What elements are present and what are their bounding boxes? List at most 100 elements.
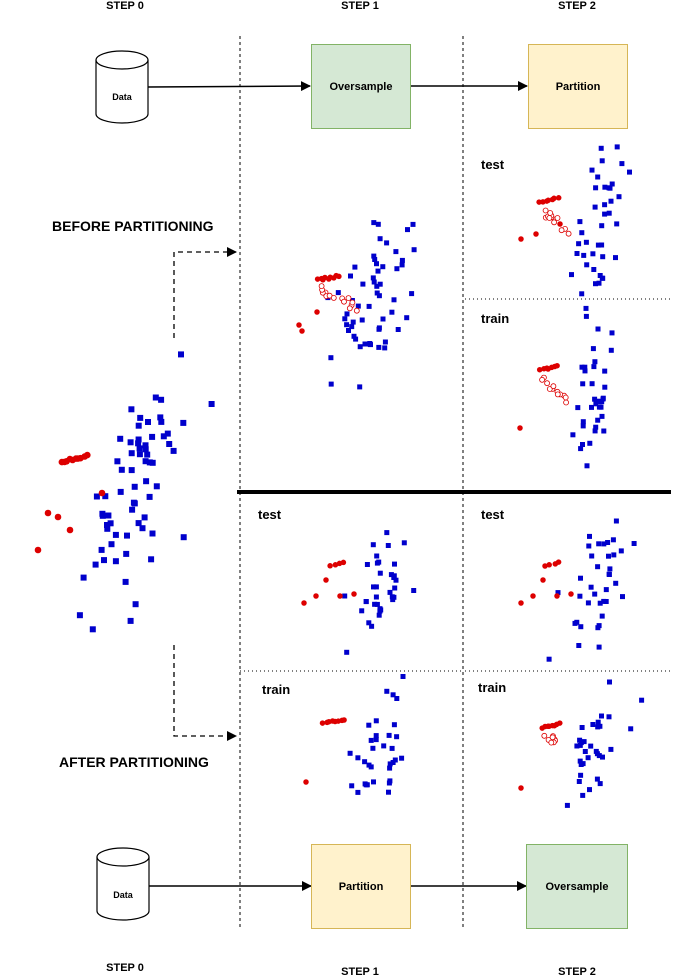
majority-point <box>628 726 634 732</box>
majority-point <box>601 428 607 434</box>
majority-point <box>577 742 583 748</box>
majority-point <box>393 249 399 255</box>
majority-point <box>342 593 348 599</box>
majority-point <box>592 591 598 597</box>
minority-point <box>557 221 563 227</box>
majority-point <box>609 181 615 187</box>
minority-point <box>327 563 333 569</box>
majority-point <box>389 745 395 751</box>
minority-point <box>551 195 557 202</box>
minority-point <box>323 577 329 583</box>
majority-point <box>599 223 605 229</box>
majority-point <box>92 561 99 568</box>
majority-point <box>391 297 397 303</box>
majority-point <box>392 585 398 591</box>
majority-point <box>580 419 586 425</box>
majority-point <box>146 459 153 466</box>
majority-point <box>596 280 602 286</box>
step-label-1-bottom: STEP 1 <box>341 966 379 978</box>
majority-point <box>627 169 632 175</box>
majority-point <box>585 600 591 606</box>
majority-point <box>80 574 87 581</box>
majority-point <box>597 723 603 729</box>
majority-point <box>594 776 600 782</box>
majority-point <box>112 531 119 538</box>
majority-point <box>363 782 369 788</box>
majority-point <box>112 558 119 565</box>
majority-point <box>404 315 410 321</box>
majority-point <box>595 242 601 248</box>
majority-point <box>385 543 391 548</box>
majority-point <box>384 240 390 246</box>
majority-point <box>362 759 368 765</box>
majority-point <box>344 311 350 317</box>
majority-point <box>579 725 585 730</box>
majority-point <box>136 445 143 452</box>
majority-point <box>576 779 582 784</box>
majority-point <box>399 262 405 268</box>
majority-point <box>328 355 334 361</box>
synthetic-minority-point <box>346 305 353 312</box>
majority-point <box>141 514 148 521</box>
majority-point <box>373 733 379 739</box>
majority-point <box>590 346 596 352</box>
majority-point <box>144 451 151 458</box>
majority-point <box>368 342 373 348</box>
majority-point <box>371 779 376 785</box>
majority-point <box>164 430 171 437</box>
majority-point <box>129 506 136 513</box>
majority-point <box>128 450 135 457</box>
scatter-original-data <box>34 351 215 633</box>
majority-point <box>582 368 588 374</box>
minority-point <box>34 546 42 554</box>
majority-point <box>583 239 589 245</box>
majority-point <box>399 755 405 761</box>
majority-point <box>606 714 612 720</box>
scatter-after-step2-train <box>518 644 645 808</box>
majority-point <box>603 587 609 593</box>
majority-point <box>89 626 96 633</box>
majority-point <box>555 590 561 596</box>
majority-point <box>411 247 417 253</box>
majority-point <box>595 564 601 570</box>
scatter-before-step1-oversampled <box>296 220 417 390</box>
majority-point <box>371 253 377 259</box>
majority-point <box>608 347 614 353</box>
majority-point <box>410 221 416 227</box>
majority-point <box>639 697 645 703</box>
minority-point <box>540 577 546 583</box>
majority-point <box>149 433 156 440</box>
majority-point <box>102 493 109 500</box>
majority-point <box>600 254 606 260</box>
majority-point <box>600 754 605 760</box>
majority-point <box>389 594 395 600</box>
majority-point <box>370 275 376 281</box>
majority-point <box>599 613 605 619</box>
majority-point <box>355 755 361 761</box>
majority-point <box>349 324 355 330</box>
majority-point <box>580 792 586 798</box>
majority-point <box>597 781 603 787</box>
majority-point <box>616 194 622 200</box>
majority-point <box>180 419 187 426</box>
majority-point <box>380 316 386 322</box>
majority-point <box>93 493 100 500</box>
majority-point <box>375 221 381 227</box>
majority-point <box>606 553 611 559</box>
majority-point <box>348 273 353 279</box>
majority-point <box>607 679 612 685</box>
synthetic-minority-point <box>542 207 549 214</box>
majority-point <box>586 543 592 549</box>
majority-point <box>370 745 376 751</box>
majority-point <box>107 520 114 527</box>
majority-point <box>153 483 160 490</box>
majority-point <box>595 625 601 631</box>
majority-point <box>359 317 365 323</box>
majority-point <box>400 674 406 679</box>
majority-point <box>580 423 586 429</box>
panel-label-after-step1-test: test <box>258 507 282 522</box>
majority-point <box>124 532 130 539</box>
majority-point <box>351 333 357 339</box>
majority-point <box>142 458 149 465</box>
synthetic-minority-point <box>558 227 565 234</box>
